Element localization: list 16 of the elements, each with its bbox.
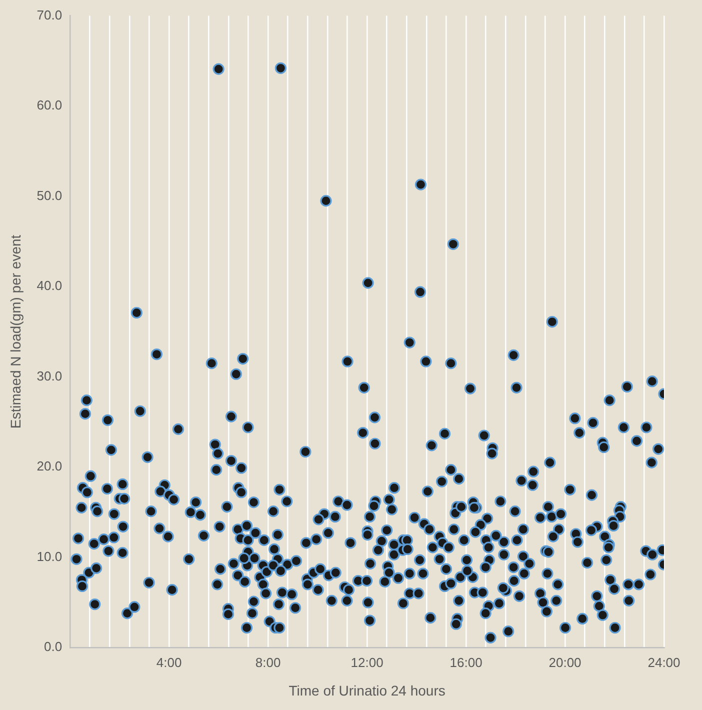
x-tick-label: 4:00	[156, 654, 182, 670]
y-tick-label: 30.0	[36, 368, 62, 384]
y-tick-label: 0.0	[44, 639, 62, 654]
y-tick-label: 20.0	[36, 458, 62, 474]
y-axis-title: Estimaed N load(gm) per event	[7, 234, 24, 429]
y-tick-label: 40.0	[36, 278, 62, 294]
y-tick-label: 50.0	[36, 188, 62, 203]
x-tick-label: 12:00	[350, 654, 384, 670]
y-tick-label: 70.0	[36, 7, 62, 22]
x-tick-label: 20:00	[548, 654, 582, 670]
y-tick-label: 60.0	[36, 98, 62, 113]
y-tick-label: 10.0	[36, 548, 62, 564]
x-axis-title: Time of Urinatio 24 hours	[288, 682, 446, 698]
x-tick-label: 8:00	[255, 654, 281, 670]
x-tick-label: 24:00	[648, 654, 680, 670]
x-tick-label: 16:00	[450, 654, 482, 670]
